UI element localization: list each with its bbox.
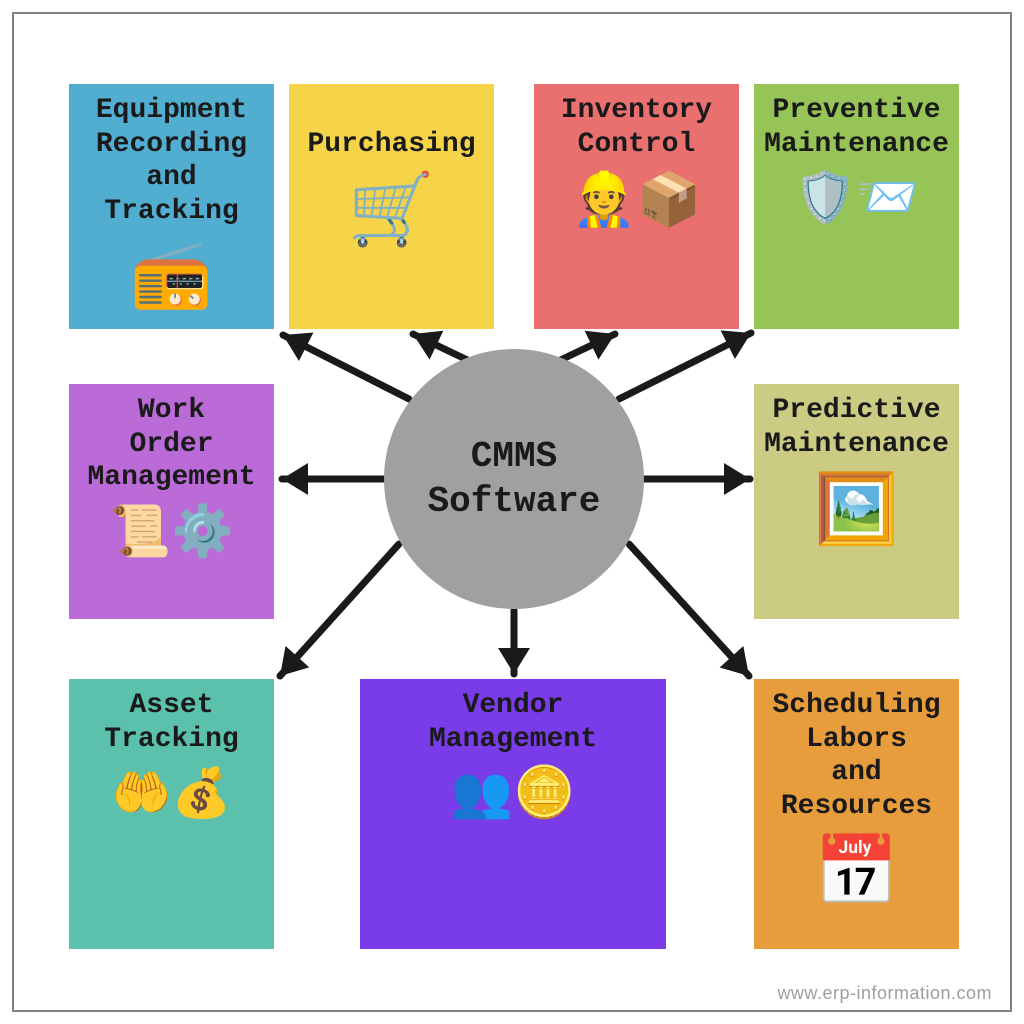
- hand-icon: 🤲💰: [112, 764, 232, 824]
- module-label: Asset Tracking: [104, 689, 238, 756]
- center-label: CMMS Software: [428, 434, 601, 524]
- module-label: Work Order Management: [87, 394, 255, 495]
- document-icon: 📜⚙️: [109, 503, 234, 564]
- watermark: www.erp-information.com: [777, 983, 992, 1004]
- module-preventive: Preventive Maintenance 🛡️📨: [754, 84, 959, 329]
- module-label: Predictive Maintenance: [764, 394, 949, 461]
- envelope-icon: 🛡️📨: [794, 169, 919, 230]
- module-label: Equipment Recording and Tracking: [96, 94, 247, 228]
- module-label: Preventive Maintenance: [764, 94, 949, 161]
- radio-icon: 📻: [130, 236, 212, 316]
- module-asset: Asset Tracking 🤲💰: [69, 679, 274, 949]
- people-icon: 👥🪙: [451, 764, 576, 825]
- module-label: Purchasing: [307, 94, 475, 161]
- diagram-frame: CMMS Software Equipment Recording and Tr…: [12, 12, 1012, 1012]
- module-purchasing: Purchasing 🛒: [289, 84, 494, 329]
- module-equipment: Equipment Recording and Tracking📻: [69, 84, 274, 329]
- module-label: Inventory Control: [561, 94, 712, 161]
- module-predictive: Predictive Maintenance 🖼️: [754, 384, 959, 619]
- center-node: CMMS Software: [384, 349, 644, 609]
- module-vendor: Vendor Management 👥🪙: [360, 679, 666, 949]
- windows-icon: 🖼️: [814, 469, 899, 553]
- module-scheduling: Scheduling Labors and Resources📅: [754, 679, 959, 949]
- module-inventory: Inventory Control 👷📦: [534, 84, 739, 329]
- cart-icon: 🛒: [348, 169, 435, 255]
- worker-icon: 👷📦: [572, 169, 702, 233]
- module-label: Scheduling Labors and Resources: [772, 689, 940, 823]
- calendar-icon: 📅: [814, 831, 899, 915]
- module-label: Vendor Management: [429, 689, 597, 756]
- module-workorder: Work Order Management 📜⚙️: [69, 384, 274, 619]
